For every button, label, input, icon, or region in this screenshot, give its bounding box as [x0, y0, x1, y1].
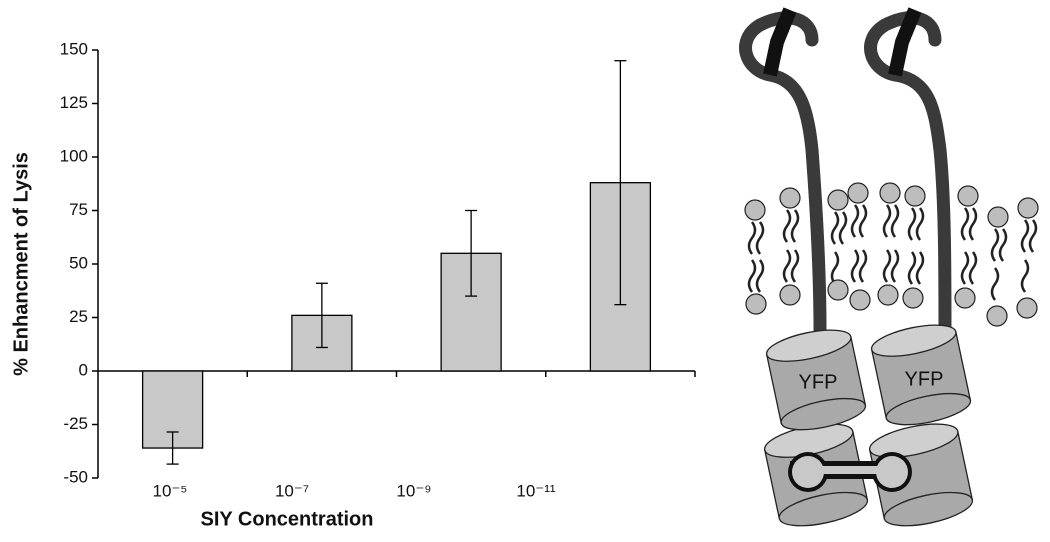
protein-label: YFP	[799, 371, 838, 393]
y-tick-label: 125	[60, 93, 88, 112]
y-tick-label: 0	[79, 360, 88, 379]
error-bar	[315, 282, 328, 349]
y-tick-label: 150	[60, 39, 88, 58]
x-tick-label: 10⁻⁷	[275, 481, 309, 500]
y-tick-label: 25	[69, 307, 88, 326]
x-tick-label: 10⁻¹¹	[516, 481, 556, 500]
x-axis-title: SIY Concentration	[201, 508, 374, 530]
x-tick-label: 10⁻⁵	[153, 481, 188, 500]
error-bar	[614, 60, 627, 306]
membrane-diagram: YFP YFP	[739, 7, 1039, 527]
error-bar	[465, 209, 478, 297]
x-tick-label: 10⁻⁹	[396, 481, 431, 500]
y-tick-label: 75	[69, 200, 88, 219]
y-tick-label: -25	[63, 414, 88, 433]
error-bar	[166, 431, 179, 465]
y-tick-label: 100	[60, 146, 88, 165]
y-axis-title: % Enhancment of Lysis	[10, 152, 32, 376]
protein-label: YFP	[905, 368, 944, 390]
y-tick-label: -50	[63, 467, 88, 486]
y-tick-label: 50	[69, 253, 88, 272]
